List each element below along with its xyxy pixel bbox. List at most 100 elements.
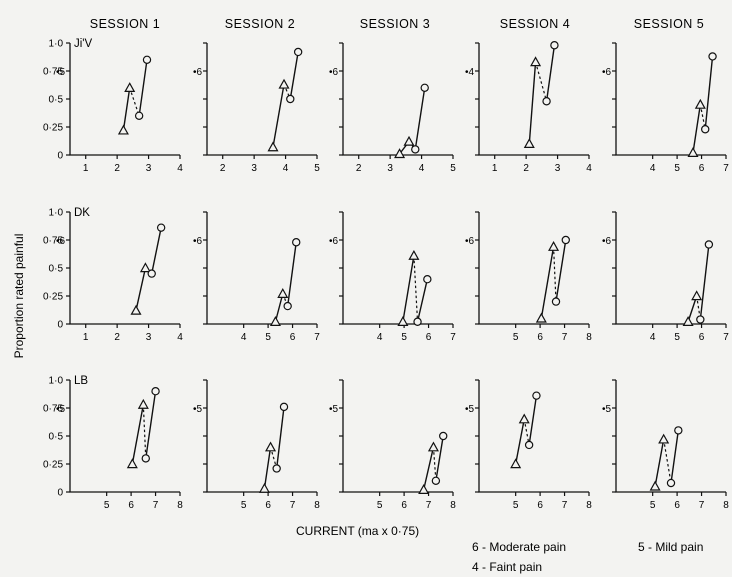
x-tick-label: 5 bbox=[314, 163, 320, 174]
x-tick-label: 4 bbox=[650, 332, 656, 343]
x-tick-label: 3 bbox=[251, 163, 257, 174]
panel: 5 6 7 8 •6 bbox=[465, 211, 592, 343]
panel: 4 5 6 7 •6 bbox=[602, 42, 729, 174]
x-tick-label: 6 bbox=[699, 163, 705, 174]
x-tick-label: 5 bbox=[513, 500, 519, 511]
panel-axes bbox=[206, 212, 317, 325]
legend-item-mild: 5 - Mild pain bbox=[638, 540, 703, 554]
triangle-marker bbox=[518, 413, 530, 424]
panel: 5 6 7 8 •5 bbox=[602, 379, 729, 511]
x-tick-label: 2 bbox=[114, 163, 120, 174]
circle-marker bbox=[431, 476, 441, 485]
triangle-series-line bbox=[654, 439, 665, 487]
criterion-marker: •5 bbox=[602, 404, 612, 415]
triangle-series-line bbox=[692, 104, 702, 153]
triangle-marker bbox=[535, 312, 547, 323]
circle-series-line bbox=[286, 242, 297, 307]
x-axis-label: CURRENT (ma x 0·75) bbox=[296, 524, 419, 538]
circle-series-line bbox=[138, 59, 148, 116]
triangle-marker bbox=[267, 141, 279, 152]
x-tick-label: 8 bbox=[586, 500, 592, 511]
criterion-marker: •6 bbox=[602, 236, 612, 247]
circle-series-line bbox=[555, 239, 567, 302]
x-tick-label: 5 bbox=[401, 332, 407, 343]
triangle-marker bbox=[418, 484, 430, 494]
circle-series-line bbox=[435, 435, 444, 481]
panel-axes bbox=[342, 43, 453, 156]
dashed-connector bbox=[523, 419, 530, 446]
triangle-series-line bbox=[272, 84, 285, 148]
y-tick-label: 0·75 bbox=[43, 404, 63, 415]
circle-marker bbox=[701, 125, 710, 134]
legend: 6 - Moderate pain 5 - Mild pain 4 - Fain… bbox=[472, 540, 703, 574]
circle-marker bbox=[151, 387, 160, 396]
triangle-series-line bbox=[263, 447, 272, 489]
circle-marker bbox=[141, 454, 150, 463]
x-tick-label: 5 bbox=[377, 500, 383, 511]
x-tick-label: 7 bbox=[562, 332, 568, 343]
triangle-series-line bbox=[540, 246, 555, 319]
x-tick-label: 6 bbox=[128, 500, 134, 511]
chart-panels: 1 2 3 4 0 0·25 0·5 0·75 1·0 Ji'V •5 2 3 4 5 •6 2 3 4 5 •6 1 2 3… bbox=[43, 38, 729, 511]
y-tick-label: 0·25 bbox=[43, 123, 63, 134]
triangle-marker bbox=[682, 316, 694, 326]
triangle-marker bbox=[427, 441, 439, 452]
y-tick-label: 0·5 bbox=[49, 95, 64, 106]
y-tick-label: 0·75 bbox=[43, 236, 63, 247]
circle-marker bbox=[156, 223, 166, 232]
criterion-marker: •6 bbox=[465, 236, 475, 247]
triangle-marker bbox=[124, 82, 136, 92]
x-tick-label: 4 bbox=[177, 163, 183, 174]
triangle-marker bbox=[694, 98, 706, 109]
y-tick-label: 1·0 bbox=[49, 208, 64, 219]
criterion-marker: •6 bbox=[329, 67, 339, 78]
circle-marker bbox=[550, 41, 559, 50]
circle-series-line bbox=[145, 391, 157, 459]
circle-marker bbox=[420, 83, 429, 93]
x-tick-label: 3 bbox=[387, 163, 393, 174]
x-tick-label: 5 bbox=[674, 332, 680, 343]
triangle-series-line bbox=[402, 255, 415, 322]
x-tick-label: 8 bbox=[314, 500, 320, 511]
circle-marker bbox=[439, 431, 448, 441]
dashed-connector bbox=[663, 439, 672, 484]
triangle-marker bbox=[126, 458, 138, 469]
x-tick-label: 8 bbox=[177, 500, 183, 511]
panel: 4 5 6 7 •6 bbox=[329, 211, 456, 343]
triangle-marker bbox=[117, 124, 129, 135]
y-tick-label: 0 bbox=[57, 320, 63, 331]
panel-axes bbox=[206, 43, 317, 156]
criterion-marker: •6 bbox=[193, 67, 203, 78]
dashed-connector bbox=[534, 61, 548, 102]
criterion-marker: •5 bbox=[56, 67, 66, 78]
triangle-marker bbox=[269, 316, 281, 326]
circle-marker bbox=[279, 402, 289, 412]
panel-axes bbox=[615, 380, 726, 493]
circle-marker bbox=[413, 317, 422, 326]
x-tick-label: 4 bbox=[377, 332, 383, 343]
triangle-series-line bbox=[514, 419, 525, 465]
triangle-series-line bbox=[122, 87, 131, 131]
x-tick-label: 4 bbox=[419, 163, 425, 174]
triangle-marker bbox=[408, 249, 420, 260]
session-title: SESSION 2 bbox=[225, 17, 296, 31]
panel-axes bbox=[206, 380, 317, 493]
x-tick-label: 5 bbox=[674, 163, 680, 174]
panel: 5 6 7 8 •5 bbox=[193, 379, 320, 511]
circle-marker bbox=[561, 235, 570, 245]
circle-series-line bbox=[275, 406, 285, 469]
x-tick-label: 4 bbox=[586, 163, 592, 174]
triangle-marker bbox=[523, 138, 535, 148]
panel-axes bbox=[69, 43, 180, 156]
circle-marker bbox=[666, 478, 676, 488]
circle-series-line bbox=[289, 51, 299, 100]
circle-series-line bbox=[414, 87, 426, 150]
circle-marker bbox=[696, 315, 705, 324]
panel: 2 3 4 5 •6 bbox=[329, 42, 456, 174]
triangle-marker bbox=[691, 290, 703, 301]
x-tick-label: 2 bbox=[523, 163, 529, 174]
criterion-marker: •6 bbox=[193, 236, 203, 247]
triangle-marker bbox=[397, 316, 409, 326]
circle-series-line bbox=[528, 395, 538, 446]
y-tick-label: 0·25 bbox=[43, 292, 63, 303]
